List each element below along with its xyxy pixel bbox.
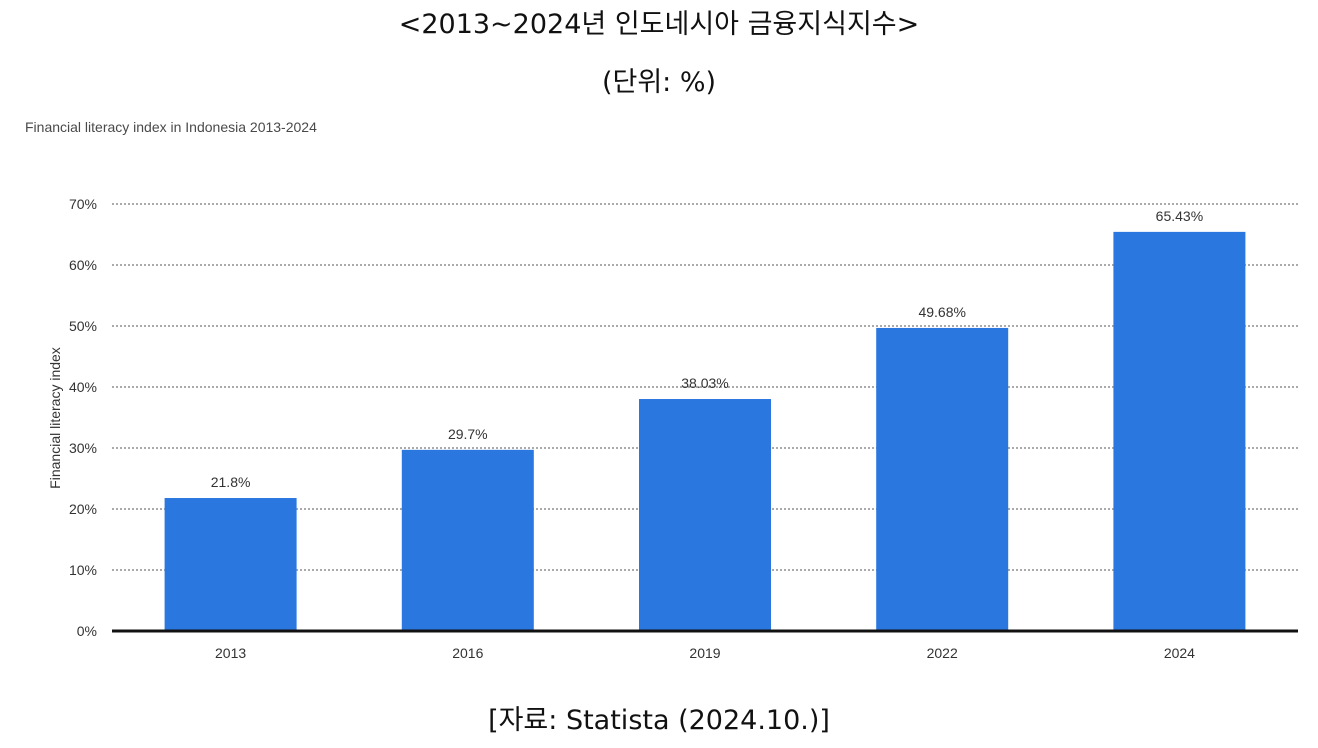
y-tick-label: 60% — [69, 257, 97, 273]
data-label: 29.7% — [448, 426, 488, 442]
unit-label: (단위: %) — [601, 67, 717, 98]
bar — [1113, 231, 1246, 631]
x-tick-label: 2024 — [1164, 645, 1195, 661]
x-tick-label: 2019 — [689, 645, 720, 661]
data-label: 21.8% — [211, 474, 251, 490]
bar — [401, 449, 534, 631]
y-tick-label: 30% — [69, 440, 97, 456]
y-tick-label: 40% — [69, 379, 97, 395]
y-tick-label: 10% — [69, 562, 97, 578]
x-tick-label: 2013 — [215, 645, 246, 661]
data-label: 38.03% — [681, 375, 728, 391]
x-tick-label: 2022 — [927, 645, 958, 661]
y-tick-label: 20% — [69, 501, 97, 517]
page-title: <2013~2024년 인도네시아 금융지식지수> — [398, 9, 920, 40]
y-tick-label: 0% — [77, 623, 97, 639]
bars: 21.8% 29.7% 38.03% 49.68% 65.43% — [164, 208, 1246, 631]
data-label: 49.68% — [918, 304, 965, 320]
data-label: 65.43% — [1156, 208, 1203, 224]
bar — [876, 327, 1009, 631]
x-tick-label: 2016 — [452, 645, 483, 661]
bar-chart: 21.8% 29.7% 38.03% 49.68% 65.43% 0% 10% 20% 30%… — [47, 196, 1298, 661]
chart-title: Financial literacy index in Indonesia 20… — [25, 119, 317, 135]
source-note: [자료: Statista (2024.10.)] — [488, 705, 830, 736]
axes: 0% 10% 20% 30% 40% 50% 60% 70% 2013 2016 2019 2022 2… — [69, 196, 1298, 661]
bar — [639, 399, 771, 631]
y-tick-label: 50% — [69, 318, 97, 334]
bar — [164, 498, 297, 631]
y-axis-label: Financial literacy index — [47, 347, 63, 489]
y-tick-label: 70% — [69, 196, 97, 212]
